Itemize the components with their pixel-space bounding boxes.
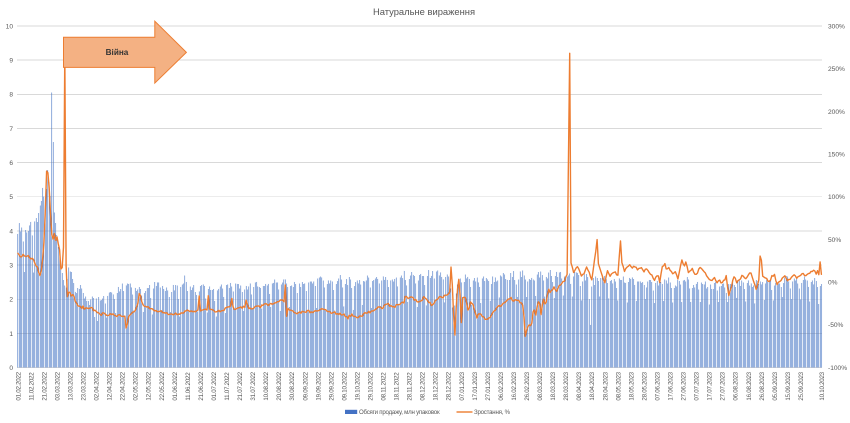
svg-text:300%: 300% (828, 23, 845, 30)
svg-text:18.04.2023: 18.04.2023 (589, 371, 596, 400)
svg-text:0%: 0% (828, 280, 838, 287)
svg-text:25.09.2023: 25.09.2023 (798, 371, 805, 400)
svg-text:21.07.2022: 21.07.2022 (237, 371, 244, 400)
svg-text:18.11.2022: 18.11.2022 (394, 372, 401, 401)
svg-text:10: 10 (6, 23, 14, 30)
svg-text:02.04.2022: 02.04.2022 (94, 371, 101, 400)
svg-text:6: 6 (9, 160, 13, 167)
svg-text:09.10.2022: 09.10.2022 (341, 371, 348, 400)
svg-text:26.02.2023: 26.02.2023 (524, 371, 531, 400)
svg-text:16.08.2023: 16.08.2023 (746, 371, 753, 400)
svg-text:10.08.2022: 10.08.2022 (263, 371, 270, 400)
svg-text:200%: 200% (828, 109, 845, 116)
svg-text:150%: 150% (828, 152, 845, 159)
svg-text:03.03.2022: 03.03.2022 (54, 371, 61, 400)
svg-text:-50%: -50% (828, 322, 844, 329)
svg-text:9: 9 (9, 58, 13, 65)
svg-text:3: 3 (9, 262, 13, 269)
svg-text:05.09.2023: 05.09.2023 (772, 371, 779, 400)
svg-text:28.05.2023: 28.05.2023 (641, 371, 648, 400)
svg-text:08.03.2023: 08.03.2023 (537, 371, 544, 400)
svg-text:31.07.2022: 31.07.2022 (250, 371, 257, 400)
svg-text:17.07.2023: 17.07.2023 (707, 371, 714, 400)
svg-text:01.02.2022: 01.02.2022 (15, 371, 22, 400)
svg-text:18.03.2023: 18.03.2023 (550, 371, 557, 400)
svg-text:17.06.2023: 17.06.2023 (668, 371, 675, 400)
svg-text:28.04.2023: 28.04.2023 (602, 371, 609, 400)
svg-text:09.09.2022: 09.09.2022 (302, 371, 309, 400)
svg-text:50%: 50% (828, 237, 841, 244)
svg-text:5: 5 (9, 194, 13, 201)
svg-text:21.02.2022: 21.02.2022 (41, 371, 48, 400)
svg-text:22.05.2022: 22.05.2022 (159, 371, 166, 400)
svg-text:06.08.2023: 06.08.2023 (733, 371, 740, 400)
svg-text:19.09.2022: 19.09.2022 (315, 371, 322, 400)
svg-text:29.10.2022: 29.10.2022 (368, 371, 375, 400)
svg-text:08.04.2023: 08.04.2023 (576, 371, 583, 400)
svg-text:13.03.2022: 13.03.2022 (67, 371, 74, 400)
svg-text:18.12.2022: 18.12.2022 (433, 371, 440, 400)
svg-text:29.09.2022: 29.09.2022 (328, 371, 335, 400)
svg-text:4: 4 (9, 228, 13, 235)
svg-text:02.05.2022: 02.05.2022 (133, 371, 140, 400)
svg-text:27.01.2023: 27.01.2023 (485, 371, 492, 400)
svg-text:06.02.2023: 06.02.2023 (498, 371, 505, 400)
svg-text:Війна: Війна (106, 48, 129, 57)
svg-text:20.08.2022: 20.08.2022 (276, 371, 283, 400)
svg-text:-100%: -100% (828, 365, 847, 372)
svg-text:23.03.2022: 23.03.2022 (81, 371, 88, 400)
svg-text:2: 2 (9, 297, 13, 304)
svg-text:28.11.2022: 28.11.2022 (407, 372, 414, 401)
svg-text:08.05.2023: 08.05.2023 (615, 371, 622, 400)
svg-text:28.03.2023: 28.03.2023 (563, 371, 570, 400)
svg-text:1: 1 (9, 331, 13, 338)
svg-text:19.10.2022: 19.10.2022 (354, 371, 361, 400)
svg-text:11.07.2022: 11.07.2022 (224, 372, 231, 401)
svg-text:11.06.2022: 11.06.2022 (185, 372, 192, 401)
svg-text:01.07.2022: 01.07.2022 (211, 371, 218, 400)
svg-text:26.08.2023: 26.08.2023 (759, 371, 766, 400)
svg-text:16.02.2023: 16.02.2023 (511, 371, 518, 400)
svg-text:0: 0 (9, 365, 13, 372)
svg-text:Обсяги продажу, млн упаковок: Обсяги продажу, млн упаковок (359, 409, 440, 416)
svg-text:30.08.2022: 30.08.2022 (289, 371, 296, 400)
svg-text:15.09.2023: 15.09.2023 (785, 371, 792, 400)
svg-text:27.07.2023: 27.07.2023 (720, 371, 727, 400)
svg-text:22.04.2022: 22.04.2022 (120, 371, 127, 400)
svg-text:07.01.2023: 07.01.2023 (459, 371, 466, 400)
svg-text:10.10.2023: 10.10.2023 (819, 371, 826, 400)
svg-text:01.06.2022: 01.06.2022 (172, 371, 179, 400)
svg-text:12.04.2022: 12.04.2022 (107, 371, 114, 400)
svg-text:18.05.2023: 18.05.2023 (628, 371, 635, 400)
svg-text:17.01.2023: 17.01.2023 (472, 371, 479, 400)
svg-text:27.06.2023: 27.06.2023 (681, 371, 688, 400)
svg-text:Зростання, %: Зростання, % (474, 409, 511, 416)
svg-text:11.02.2022: 11.02.2022 (28, 372, 35, 401)
svg-text:8: 8 (9, 92, 13, 99)
svg-text:07.07.2023: 07.07.2023 (694, 371, 701, 400)
svg-text:12.05.2022: 12.05.2022 (146, 371, 153, 400)
svg-text:07.06.2023: 07.06.2023 (655, 371, 662, 400)
svg-text:28.12.2022: 28.12.2022 (446, 371, 453, 400)
svg-text:Натуральне вираження: Натуральне вираження (373, 6, 475, 17)
svg-text:100%: 100% (828, 194, 845, 201)
svg-text:08.11.2022: 08.11.2022 (381, 372, 388, 401)
svg-text:250%: 250% (828, 66, 845, 73)
svg-text:7: 7 (9, 126, 13, 133)
svg-text:08.12.2022: 08.12.2022 (420, 371, 427, 400)
svg-text:21.06.2022: 21.06.2022 (198, 371, 205, 400)
